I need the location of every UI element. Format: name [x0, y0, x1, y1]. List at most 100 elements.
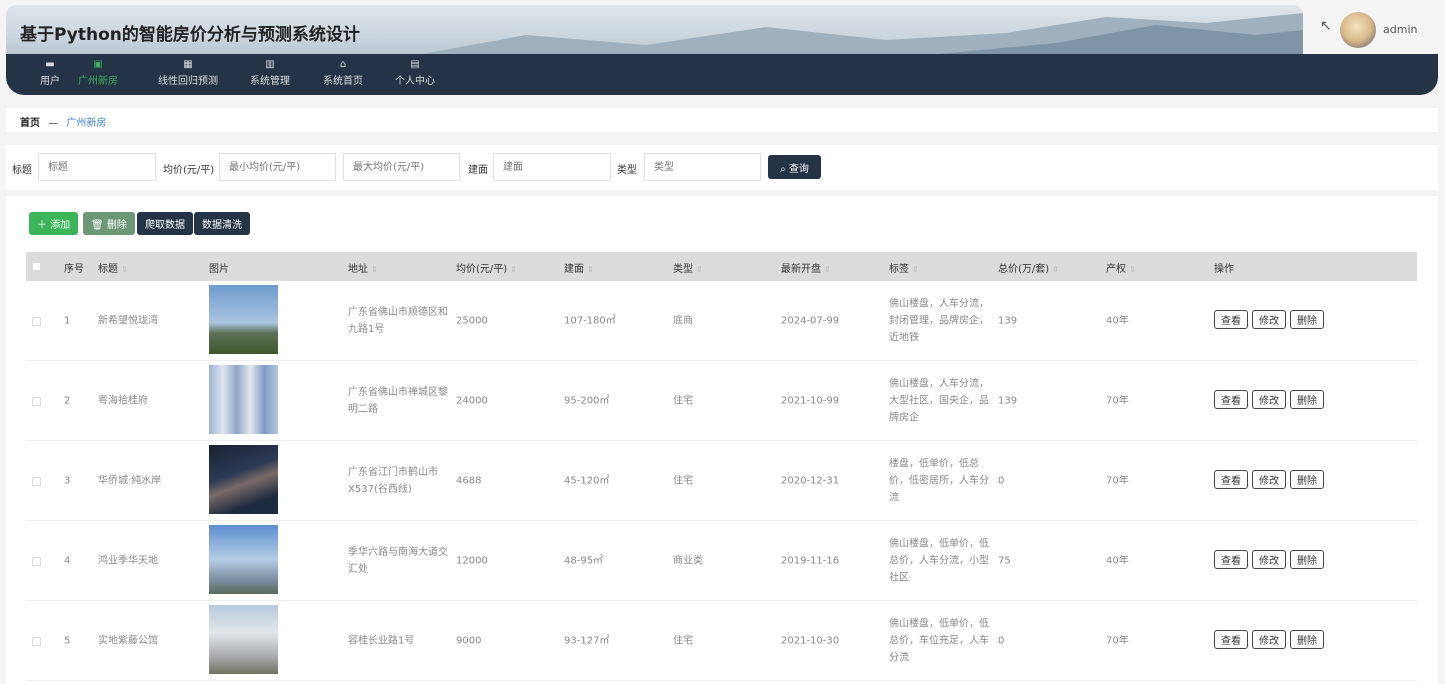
sort-icon[interactable]: ⇕	[696, 265, 703, 274]
cell-address: 广东省佛山市禅城区黎明二路	[348, 386, 448, 415]
delete-button[interactable]: 🗑 删除	[83, 212, 135, 235]
nav-item[interactable]: ▥ 系统管理	[250, 58, 290, 87]
sort-icon[interactable]: ⇕	[121, 265, 128, 274]
cell-no: 3	[64, 475, 71, 486]
sort-icon[interactable]: ⇕	[824, 265, 831, 274]
clean-button[interactable]: 数据清洗	[194, 212, 250, 235]
cell-tags: 佛山楼盘，低单价，低总价，人车分流，小型社区	[889, 538, 989, 583]
table-row: 1 新希望悦珑湾 广东省佛山市顺德区和九路1号 25000 107-180㎡ 底商 2024…	[26, 281, 1417, 361]
view-button[interactable]: 查看	[1214, 550, 1248, 569]
query-label: 查询	[788, 163, 809, 175]
edit-button[interactable]: 修改	[1252, 550, 1286, 569]
row-checkbox[interactable]	[32, 477, 41, 486]
wallet-icon: ▤	[410, 59, 420, 70]
edit-button[interactable]: 修改	[1252, 390, 1286, 409]
sort-icon[interactable]: ⇕	[587, 265, 594, 274]
top-nav: ▬ 用户 ▣ 广州新房 ▦ 线性回归预测 ▥ 系统管理 ⌂ 系统首页 ▤ 个人中心	[6, 54, 1438, 95]
cell-tags: 佛山楼盘，低单价，低总价，车位充足，人车分流	[889, 618, 989, 663]
column-header[interactable]: 产权 ⇕	[1106, 260, 1136, 275]
table-row: 5 实地紫藤公馆 容桂长业路1号 9000 93-127㎡ 住宅 2021-10-30 佛山楼…	[26, 601, 1417, 681]
breadcrumb-home[interactable]: 首页	[20, 118, 40, 129]
add-label: 添加	[50, 220, 71, 231]
view-button[interactable]: 查看	[1214, 390, 1248, 409]
cell-price: 25000	[456, 315, 488, 326]
edit-button[interactable]: 修改	[1252, 470, 1286, 489]
add-button[interactable]: ＋ 添加	[29, 212, 79, 235]
cell-area: 48-95㎡	[564, 555, 604, 566]
row-delete-button[interactable]: 删除	[1290, 310, 1324, 329]
price-label: 均价(元/平)	[163, 165, 215, 176]
min-price-input[interactable]	[219, 153, 336, 181]
column-header[interactable]: 均价(元/平) ⇕	[456, 260, 517, 275]
nav-item[interactable]: ▬ 用户	[40, 58, 60, 87]
column-header[interactable]: 标题 ⇕	[98, 260, 128, 275]
edit-button[interactable]: 修改	[1252, 310, 1286, 329]
sort-icon[interactable]: ⇕	[510, 265, 517, 274]
column-header[interactable]: 类型 ⇕	[673, 260, 703, 275]
nav-label: 系统首页	[323, 76, 363, 87]
title-input[interactable]	[38, 153, 156, 181]
cell-address: 广东省佛山市顺德区和九路1号	[348, 306, 448, 335]
column-header-label: 产权	[1106, 264, 1126, 275]
nav-item[interactable]: ▣ 广州新房	[78, 58, 118, 87]
cell-property-right: 40年	[1106, 555, 1129, 566]
cell-no: 4	[64, 555, 71, 566]
cell-title: 华侨城·纯水岸	[98, 475, 162, 486]
header-banner	[6, 5, 1303, 57]
cell-area: 95-200㎡	[564, 395, 610, 406]
query-button[interactable]: ⌕ 查询	[768, 155, 821, 179]
column-header[interactable]: 地址 ⇕	[348, 260, 378, 275]
column-header[interactable]: 建面 ⇕	[564, 260, 594, 275]
house-image	[209, 525, 278, 594]
edit-button[interactable]: 修改	[1252, 630, 1286, 649]
cell-price: 4688	[456, 475, 482, 486]
row-delete-button[interactable]: 删除	[1290, 390, 1324, 409]
username[interactable]: admin	[1383, 23, 1418, 36]
table-row: 4 鸿业季华天地 季华六路与南海大道交汇处 12000 48-95㎡ 商业类 2019-11…	[26, 521, 1417, 601]
column-header-label: 地址	[348, 264, 368, 275]
row-checkbox[interactable]	[32, 637, 41, 646]
sort-icon[interactable]: ⇕	[371, 265, 378, 274]
row-checkbox[interactable]	[32, 317, 41, 326]
column-header[interactable]: 标签 ⇕	[889, 260, 919, 275]
max-price-input[interactable]	[343, 153, 460, 181]
plus-icon: ＋	[37, 220, 51, 231]
area-label: 建面	[468, 165, 488, 176]
cell-total-price: 139	[998, 395, 1018, 406]
view-button[interactable]: 查看	[1214, 630, 1248, 649]
sort-icon[interactable]: ⇕	[1052, 265, 1059, 274]
trash-icon: 🗑	[91, 220, 107, 231]
type-input[interactable]	[644, 153, 761, 181]
cell-tags: 佛山楼盘，人车分流，大型社区，国央企，品牌房企	[889, 378, 989, 423]
row-delete-button[interactable]: 删除	[1290, 470, 1324, 489]
view-button[interactable]: 查看	[1214, 470, 1248, 489]
column-header[interactable]: 最新开盘 ⇕	[781, 260, 831, 275]
cell-tags: 佛山楼盘，人车分流，封闭管理，品牌房企，近地铁	[889, 298, 989, 343]
nav-item[interactable]: ⌂ 系统首页	[323, 58, 363, 87]
home-icon: ⌂	[339, 59, 347, 70]
sort-icon[interactable]: ⇕	[1129, 265, 1136, 274]
row-checkbox[interactable]	[32, 557, 41, 566]
nav-item[interactable]: ▦ 线性回归预测	[158, 58, 218, 87]
row-delete-button[interactable]: 删除	[1290, 630, 1324, 649]
cell-area: 45-120㎡	[564, 475, 610, 486]
row-delete-button[interactable]: 删除	[1290, 550, 1324, 569]
house-image	[209, 445, 278, 514]
area-input[interactable]	[493, 153, 611, 181]
cell-no: 5	[64, 635, 71, 646]
crawl-button[interactable]: 爬取数据	[137, 212, 193, 235]
select-all-checkbox[interactable]	[32, 262, 41, 271]
nav-item[interactable]: ▤ 个人中心	[395, 58, 435, 87]
sort-icon[interactable]: ⇕	[912, 265, 919, 274]
briefcase-icon: ▬	[45, 59, 55, 70]
view-button[interactable]: 查看	[1214, 310, 1248, 329]
chart-icon: ▣	[93, 59, 103, 70]
cell-address: 季华六路与南海大道交汇处	[348, 546, 448, 575]
column-header[interactable]: 总价(万/套) ⇕	[998, 260, 1059, 275]
column-header-label: 图片	[209, 264, 229, 275]
row-checkbox[interactable]	[32, 397, 41, 406]
avatar[interactable]	[1340, 12, 1376, 48]
house-image	[209, 365, 278, 434]
cell-open-date: 2021-10-99	[781, 395, 840, 406]
type-label: 类型	[617, 165, 637, 176]
